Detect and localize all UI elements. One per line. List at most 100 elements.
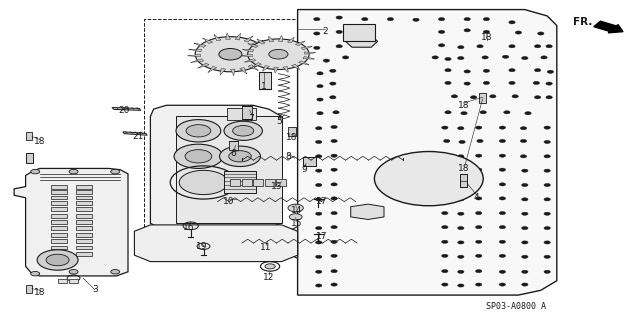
Text: 18: 18: [458, 164, 470, 173]
Bar: [76, 185, 92, 189]
Circle shape: [69, 270, 78, 274]
Circle shape: [442, 226, 448, 229]
Bar: [51, 252, 67, 256]
Circle shape: [470, 96, 477, 99]
Bar: [76, 196, 92, 199]
Polygon shape: [241, 54, 253, 56]
Ellipse shape: [337, 65, 342, 69]
Text: 15: 15: [291, 219, 302, 228]
Circle shape: [331, 197, 337, 200]
Circle shape: [522, 226, 528, 230]
Circle shape: [515, 31, 522, 34]
Circle shape: [522, 169, 528, 172]
Polygon shape: [295, 41, 305, 46]
Circle shape: [499, 126, 506, 129]
Text: 4: 4: [474, 193, 479, 202]
Circle shape: [331, 254, 337, 257]
Circle shape: [316, 127, 322, 130]
Polygon shape: [269, 36, 274, 42]
Circle shape: [522, 255, 528, 258]
Circle shape: [480, 111, 486, 114]
FancyArrow shape: [594, 21, 623, 33]
Ellipse shape: [540, 193, 545, 197]
Polygon shape: [248, 65, 259, 70]
Text: FR.: FR.: [573, 17, 592, 27]
Ellipse shape: [324, 103, 329, 107]
Text: 9: 9: [301, 165, 307, 174]
Polygon shape: [208, 66, 217, 72]
Circle shape: [330, 96, 336, 99]
Circle shape: [362, 32, 368, 35]
Circle shape: [509, 81, 515, 85]
Polygon shape: [260, 52, 273, 54]
Circle shape: [458, 155, 464, 158]
Circle shape: [464, 18, 470, 21]
Circle shape: [499, 183, 506, 186]
Circle shape: [544, 140, 550, 144]
Text: 16: 16: [183, 223, 195, 232]
Bar: [76, 220, 92, 224]
Text: 18: 18: [481, 33, 492, 42]
Polygon shape: [262, 66, 269, 71]
Circle shape: [544, 183, 550, 187]
Circle shape: [331, 211, 337, 215]
Circle shape: [331, 226, 337, 229]
Circle shape: [476, 254, 482, 257]
Circle shape: [490, 95, 496, 98]
Circle shape: [504, 111, 510, 114]
Circle shape: [288, 204, 303, 212]
Circle shape: [482, 56, 488, 59]
Circle shape: [520, 139, 527, 143]
Text: 6: 6: [231, 149, 236, 158]
Bar: [69, 279, 78, 283]
Circle shape: [331, 154, 337, 157]
Circle shape: [483, 30, 490, 33]
Circle shape: [248, 39, 309, 70]
Circle shape: [464, 82, 470, 85]
Text: 10: 10: [223, 197, 235, 206]
Circle shape: [317, 112, 323, 115]
Circle shape: [522, 212, 528, 215]
Circle shape: [534, 69, 541, 72]
Circle shape: [459, 140, 465, 144]
Polygon shape: [235, 33, 241, 40]
Circle shape: [316, 212, 322, 215]
Circle shape: [534, 96, 541, 99]
Circle shape: [544, 226, 550, 230]
Circle shape: [442, 270, 448, 273]
Bar: [242, 179, 252, 186]
Ellipse shape: [324, 118, 329, 122]
Polygon shape: [346, 35, 378, 47]
Circle shape: [544, 155, 550, 158]
Polygon shape: [198, 63, 209, 68]
Text: 18: 18: [458, 101, 470, 110]
Circle shape: [534, 45, 541, 48]
Text: 8: 8: [285, 152, 291, 161]
Circle shape: [546, 45, 552, 48]
Text: 1: 1: [261, 82, 266, 91]
Circle shape: [316, 169, 322, 172]
Bar: [76, 239, 92, 243]
Circle shape: [316, 270, 322, 273]
Bar: [343, 24, 375, 41]
Circle shape: [483, 18, 490, 21]
Bar: [288, 127, 296, 136]
Polygon shape: [150, 105, 282, 230]
Bar: [51, 201, 67, 205]
Polygon shape: [202, 38, 212, 44]
Ellipse shape: [323, 75, 328, 79]
Ellipse shape: [540, 206, 545, 210]
Circle shape: [438, 44, 445, 47]
Bar: [224, 171, 256, 193]
Circle shape: [502, 55, 509, 58]
Circle shape: [317, 98, 323, 101]
Circle shape: [316, 226, 322, 230]
Circle shape: [476, 240, 482, 243]
Ellipse shape: [324, 146, 329, 150]
Polygon shape: [214, 34, 221, 41]
Circle shape: [69, 169, 78, 174]
Bar: [276, 179, 286, 186]
Circle shape: [544, 255, 550, 258]
Circle shape: [544, 126, 550, 129]
Circle shape: [336, 45, 342, 48]
